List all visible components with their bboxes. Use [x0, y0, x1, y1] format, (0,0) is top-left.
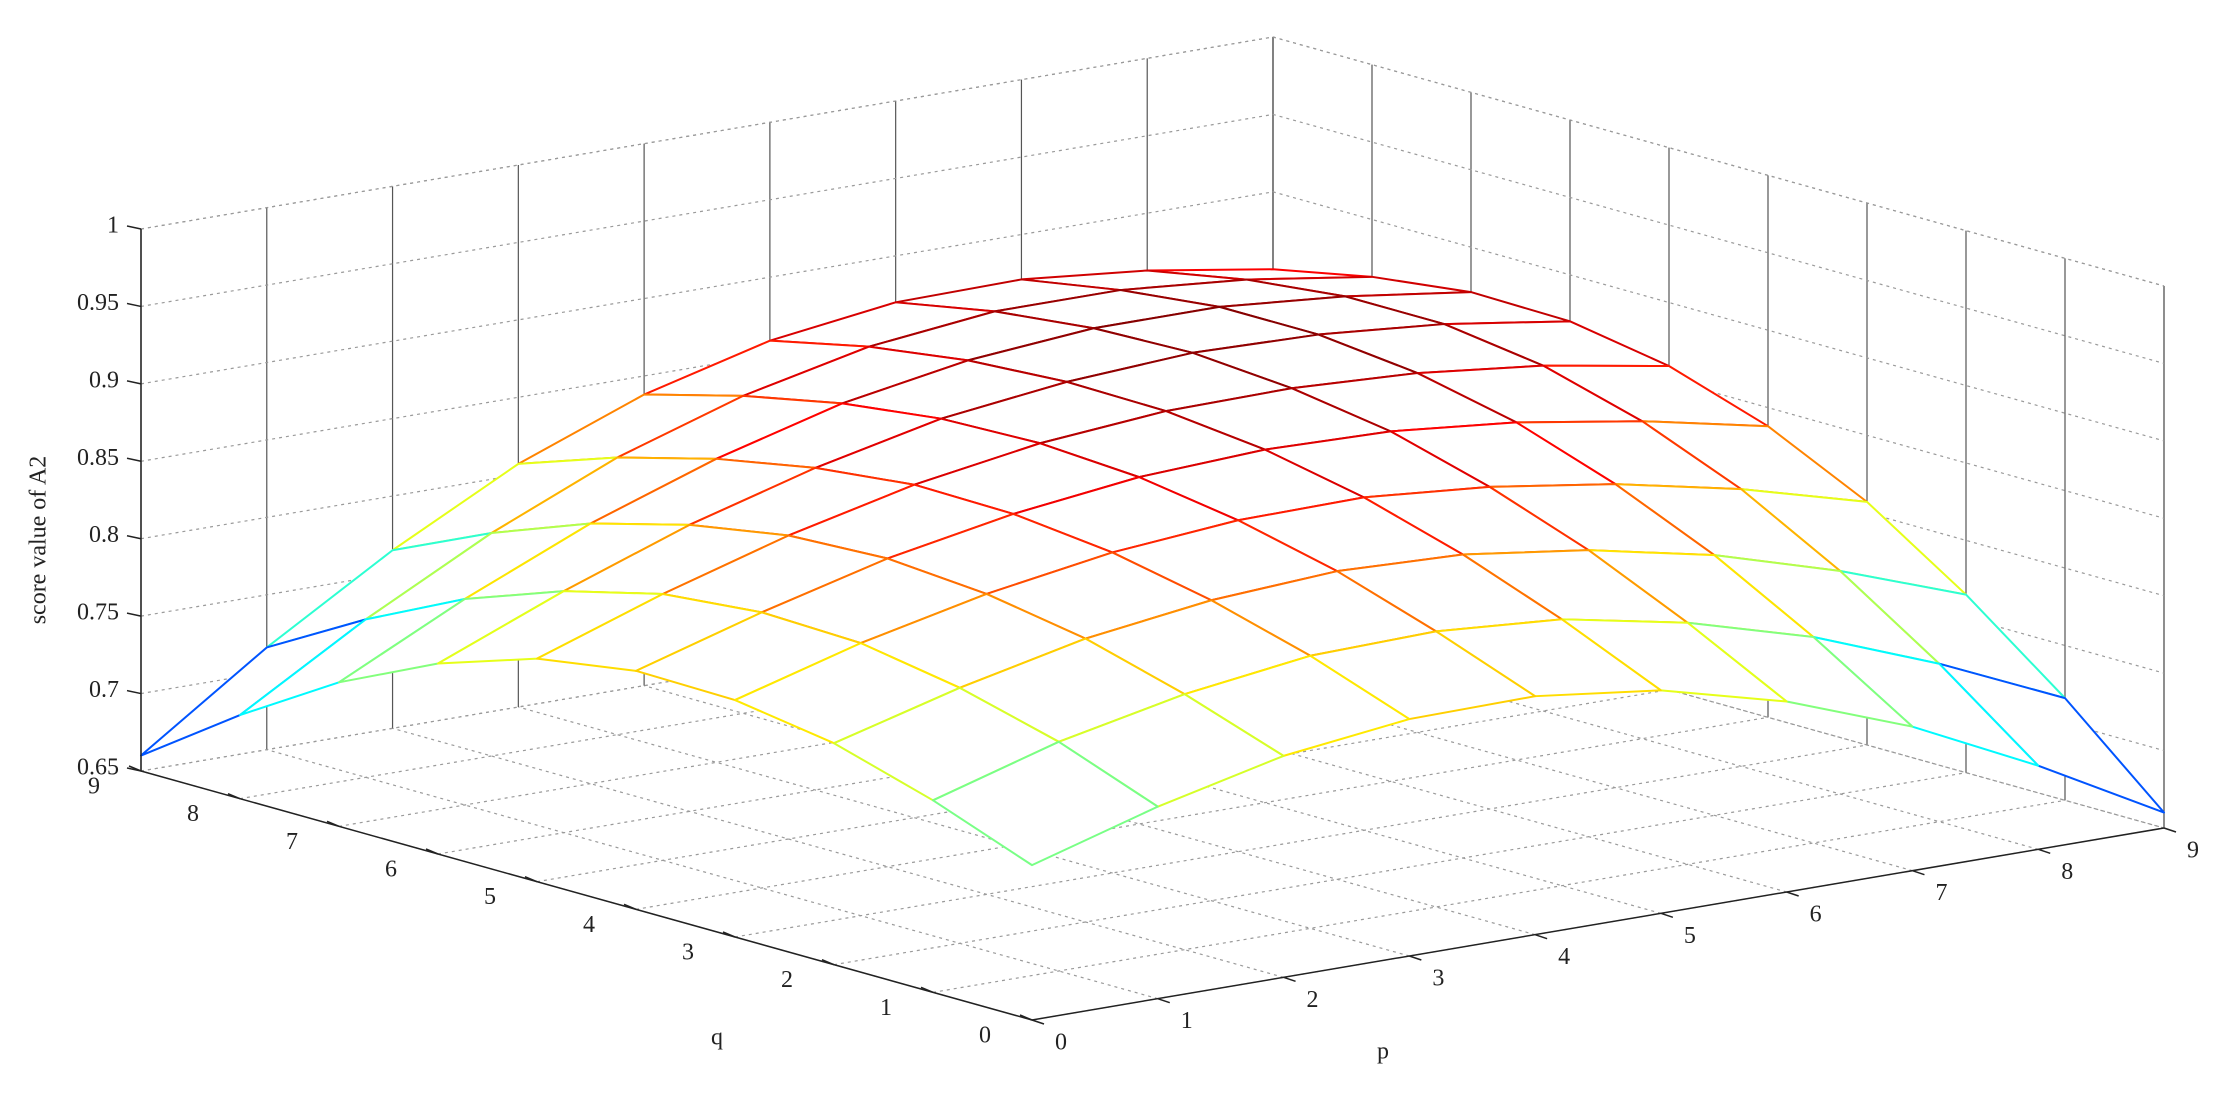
y-tick	[227, 792, 241, 800]
axis-line	[1031, 827, 2165, 1021]
floor-grid-line	[932, 799, 2066, 993]
floor-grid-line	[833, 772, 1967, 966]
wall-grid-line	[140, 191, 2165, 442]
x-tick	[1031, 1019, 1045, 1025]
floor-grid-line	[392, 727, 1284, 978]
z-tick-label: 0.8	[89, 522, 119, 548]
z-tick	[126, 767, 142, 772]
wall-grid-line	[140, 36, 2165, 287]
floor-grid-line	[635, 716, 1769, 910]
x-tick	[2037, 848, 2051, 855]
z-tick-label: 0.95	[77, 290, 119, 316]
x-tick	[1660, 912, 1674, 919]
z-tick	[126, 612, 142, 617]
x-tick-label: 3	[1432, 966, 1444, 992]
y-tick-label: 1	[880, 995, 892, 1021]
y-tick	[722, 931, 736, 938]
y-tick-label: 0	[979, 1023, 991, 1049]
y-tick-label: 5	[484, 884, 496, 910]
y-tick-label: 6	[385, 857, 397, 883]
z-tick	[126, 225, 142, 230]
floor-grid-line	[518, 706, 1410, 957]
y-tick-label: 7	[286, 829, 298, 855]
x-tick-label: 5	[1684, 923, 1696, 949]
x-tick	[1786, 891, 1799, 897]
y-tick-label: 8	[187, 801, 199, 827]
z-tick-label: 0.85	[77, 445, 119, 471]
y-tick	[821, 958, 835, 966]
x-tick	[2163, 827, 2177, 833]
mesh-face	[932, 740, 1159, 867]
y-tick-label: 2	[781, 967, 793, 993]
y-tick	[1019, 1014, 1033, 1021]
x-tick-label: 6	[1810, 902, 1822, 928]
x-tick	[1409, 955, 1422, 961]
x-tick	[1912, 869, 1925, 876]
y-tick	[425, 848, 439, 855]
y-tick-label: 4	[583, 912, 595, 938]
z-tick	[126, 302, 142, 308]
x-tick-label: 7	[1935, 880, 1947, 906]
z-tick	[126, 689, 142, 695]
mesh-face	[140, 618, 367, 757]
x-tick	[1534, 933, 1548, 940]
y-tick	[920, 986, 934, 994]
z-tick-label: 0.65	[77, 755, 119, 781]
z-tick-label: 0.75	[77, 600, 119, 626]
z-axis-label: score value of A2	[26, 456, 52, 625]
z-tick	[126, 534, 142, 540]
y-axis-label: q	[711, 1025, 723, 1051]
x-tick-label: 2	[1307, 987, 1319, 1013]
x-tick-label: 0	[1055, 1030, 1067, 1056]
x-tick-label: 8	[2061, 859, 2073, 885]
x-tick-label: 1	[1181, 1008, 1193, 1034]
y-tick-label: 9	[88, 774, 100, 800]
x-tick	[1157, 997, 1171, 1004]
x-tick-label: 9	[2187, 838, 2199, 864]
box-edge	[140, 36, 2165, 287]
x-tick	[1283, 976, 1296, 983]
z-tick-label: 1	[107, 213, 119, 239]
x-tick-label: 4	[1558, 944, 1570, 970]
z-tick	[126, 457, 142, 463]
floor-grid-line	[266, 749, 1158, 1000]
y-tick-label: 3	[682, 940, 694, 966]
z-tick	[126, 380, 142, 385]
y-tick	[326, 820, 340, 828]
floor-grid-line	[734, 744, 1868, 938]
z-tick-label: 0.7	[89, 677, 119, 703]
wall-grid-line	[140, 113, 2165, 365]
z-tick-label: 0.9	[89, 367, 119, 393]
x-axis-label: p	[1377, 1039, 1389, 1065]
axis-line	[140, 770, 1033, 1021]
y-tick	[524, 875, 538, 883]
y-tick	[623, 903, 637, 911]
